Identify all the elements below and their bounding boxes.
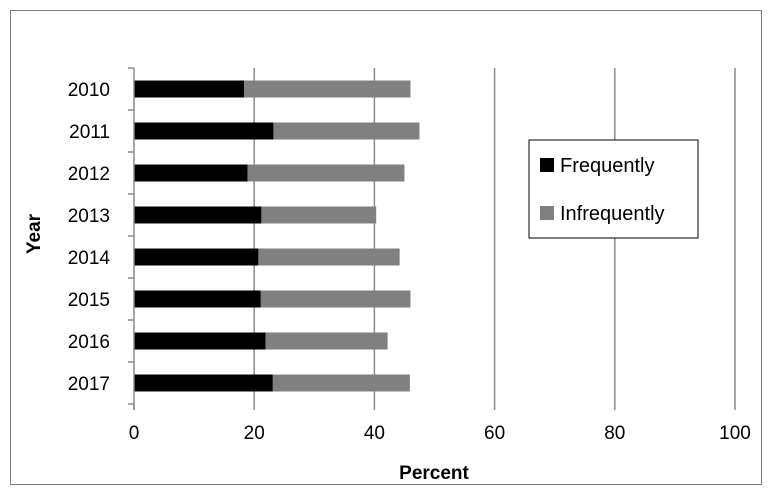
legend-box xyxy=(528,139,699,239)
bar-infrequently-2010 xyxy=(243,80,411,98)
bar-infrequently-2016 xyxy=(265,332,388,350)
legend: Frequently Infrequently xyxy=(528,139,699,239)
x-tick-label-100: 100 xyxy=(719,423,751,444)
bar-frequently-2016 xyxy=(134,332,266,350)
legend-swatch-infrequently xyxy=(540,206,554,220)
legend-label-infrequently: Infrequently xyxy=(560,203,665,225)
x-tick-label-60: 60 xyxy=(484,423,505,444)
y-tick-label-2012: 2012 xyxy=(68,164,110,185)
legend-label-frequently: Frequently xyxy=(560,155,655,177)
y-tick-label-2014: 2014 xyxy=(68,248,111,269)
x-tick-label-20: 20 xyxy=(244,423,265,444)
bar-frequently-2012 xyxy=(134,164,248,182)
x-tick-label-80: 80 xyxy=(604,423,625,444)
y-tick-labels: 2010 2011 2012 2013 2014 2015 2016 2017 xyxy=(68,80,111,395)
bar-infrequently-2015 xyxy=(260,290,411,308)
bar-frequently-2015 xyxy=(134,290,261,308)
y-tick-label-2010: 2010 xyxy=(68,80,110,101)
bar-infrequently-2013 xyxy=(261,206,377,224)
bar-infrequently-2014 xyxy=(258,248,400,266)
x-tick-label-0: 0 xyxy=(129,423,140,444)
bars xyxy=(134,80,420,392)
bar-frequently-2017 xyxy=(134,374,273,392)
bar-infrequently-2017 xyxy=(272,374,410,392)
y-tick-label-2017: 2017 xyxy=(68,374,110,395)
bar-frequently-2014 xyxy=(134,248,259,266)
bar-frequently-2010 xyxy=(134,80,244,98)
x-tick-labels: 0 20 40 60 80 100 xyxy=(129,423,751,444)
bar-infrequently-2012 xyxy=(247,164,405,182)
x-tick-label-40: 40 xyxy=(364,423,385,444)
axes xyxy=(128,67,736,410)
y-tick-label-2015: 2015 xyxy=(68,290,110,311)
bar-frequently-2013 xyxy=(134,206,262,224)
y-tick-label-2011: 2011 xyxy=(69,122,110,143)
bar-frequently-2011 xyxy=(134,122,274,140)
y-axis-title: Year xyxy=(24,213,45,254)
y-tick-label-2016: 2016 xyxy=(68,332,110,353)
x-axis-title: Percent xyxy=(399,463,469,484)
y-tick-label-2013: 2013 xyxy=(68,206,110,227)
bar-infrequently-2011 xyxy=(273,122,420,140)
legend-swatch-frequently xyxy=(540,158,554,172)
